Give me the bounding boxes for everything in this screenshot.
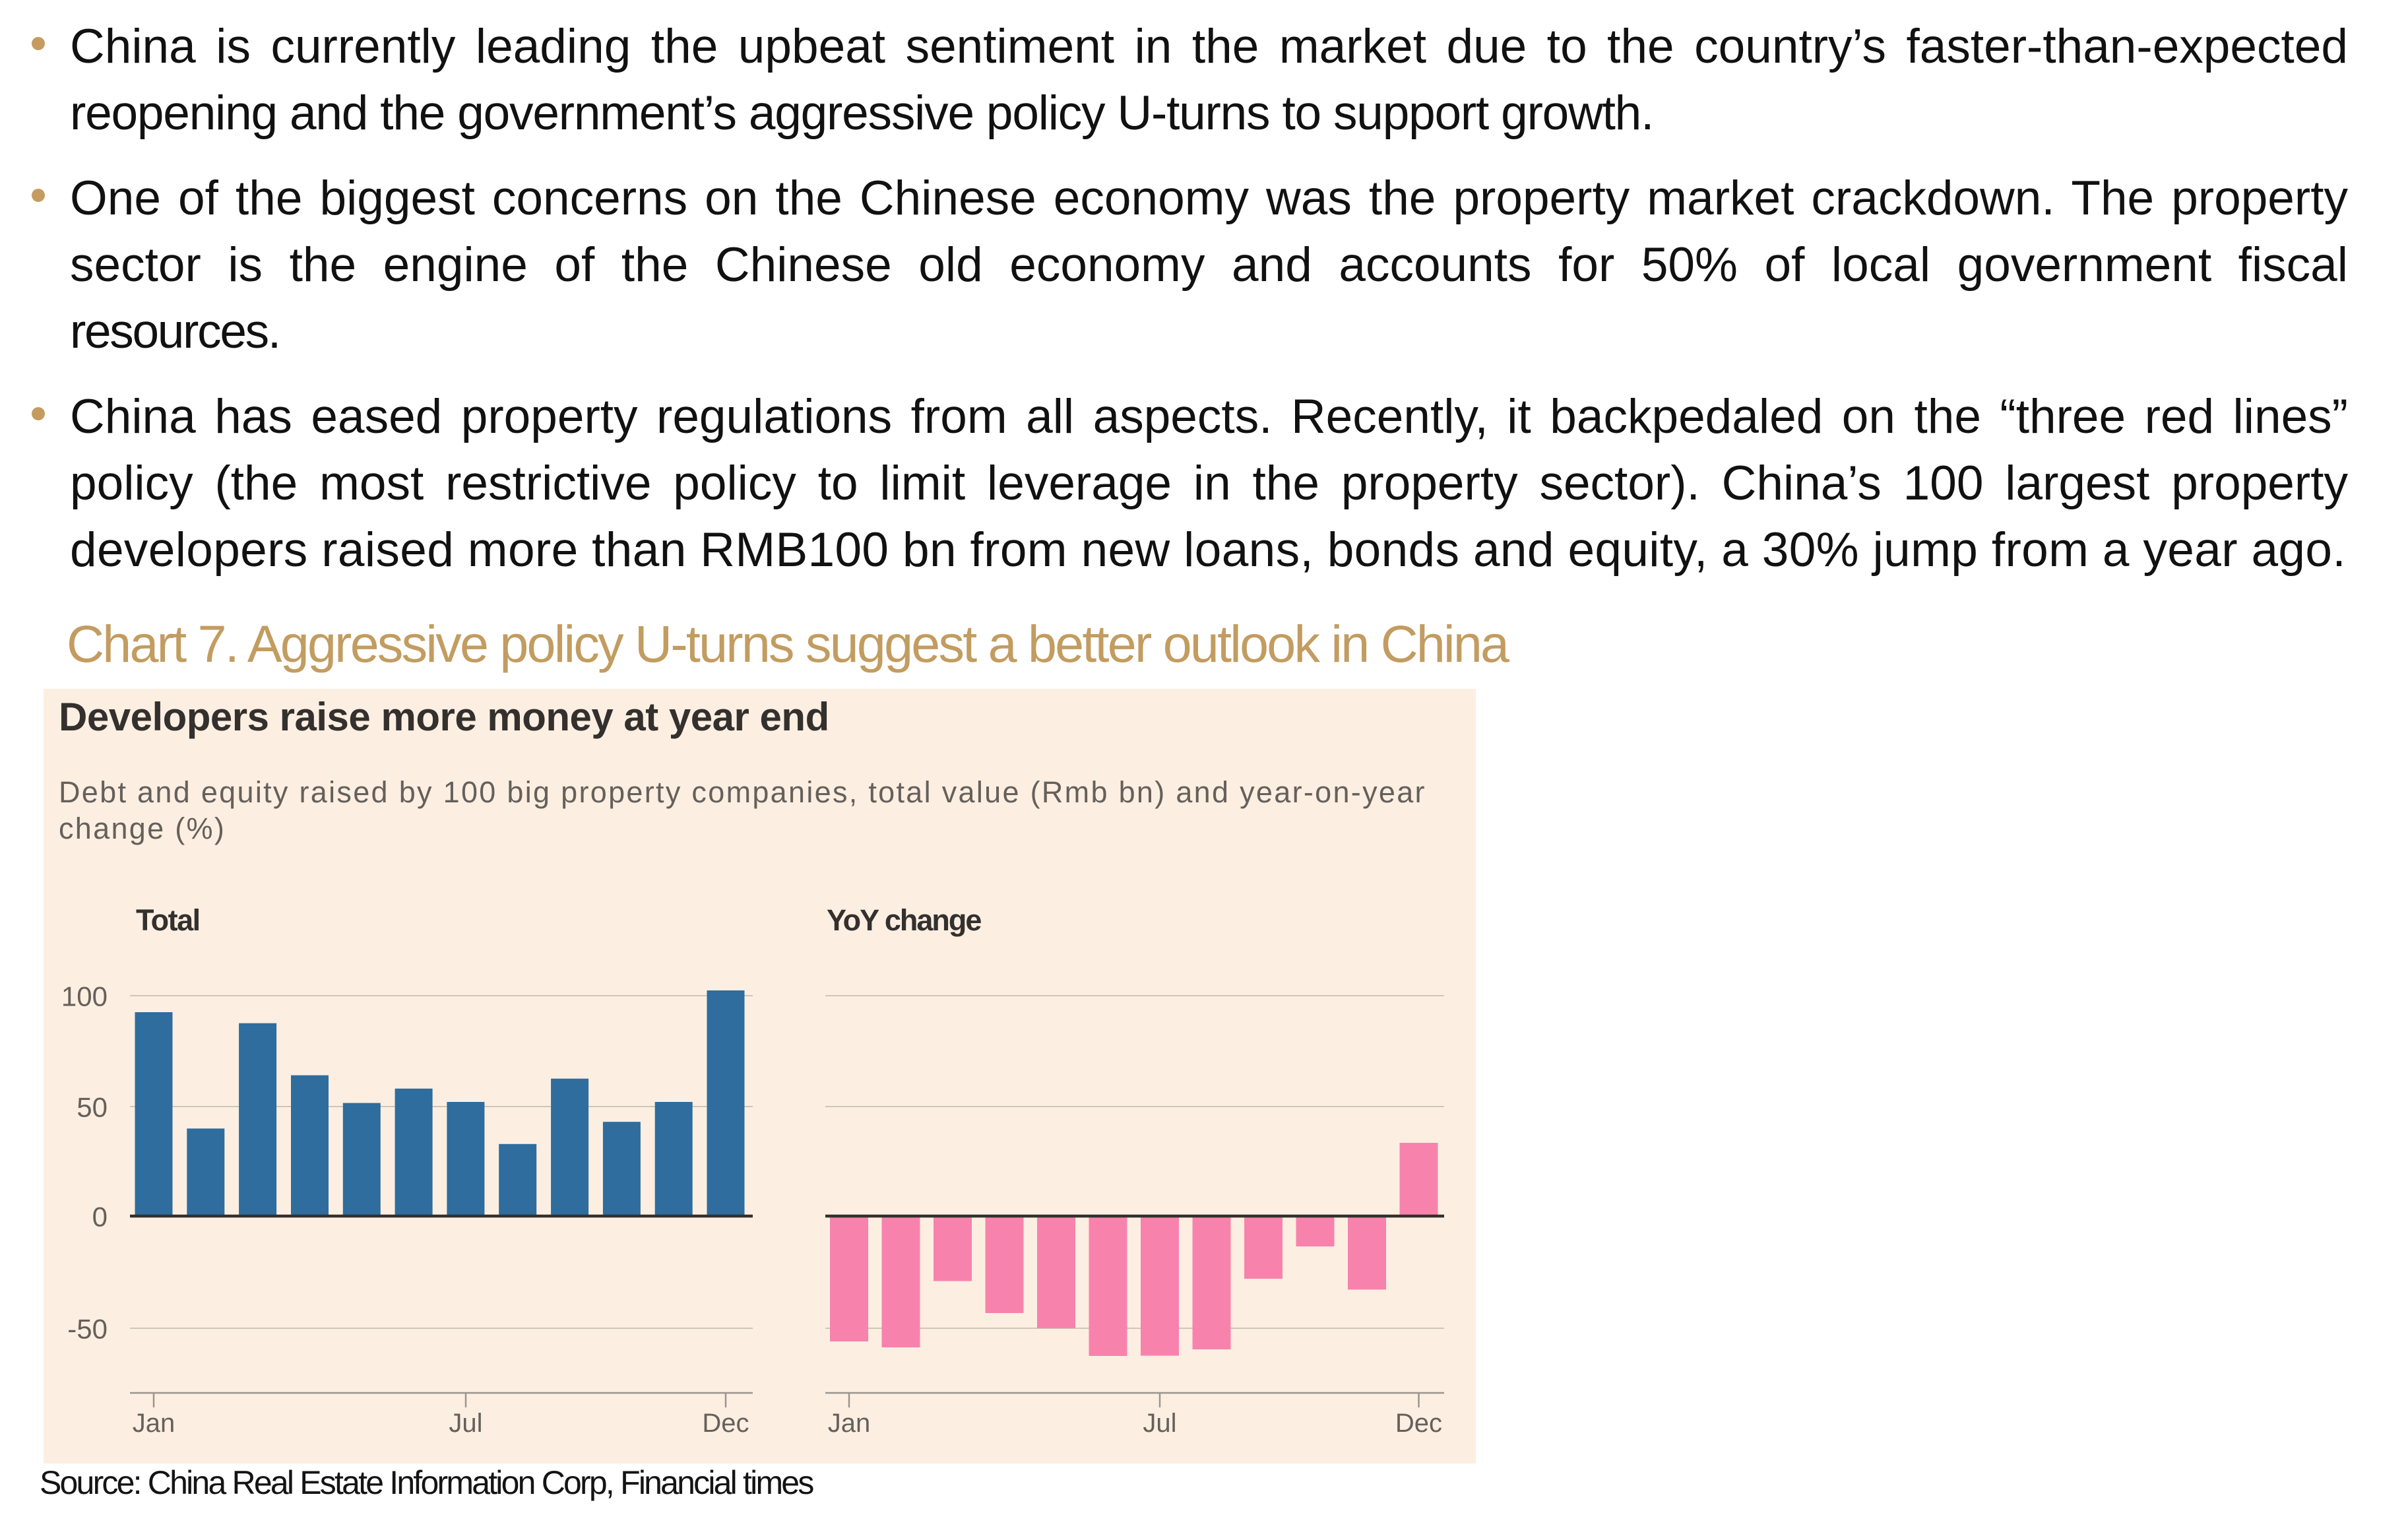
svg-text:Total: Total [136,903,200,937]
svg-text:YoY change: YoY change [827,903,981,937]
svg-text:change (%): change (%) [59,812,226,845]
svg-text:-50: -50 [67,1313,108,1344]
svg-text:50: 50 [77,1091,108,1122]
svg-text:Debt and equity raised by 100: Debt and equity raised by 100 big proper… [59,775,1426,809]
svg-text:Dec: Dec [1395,1409,1442,1438]
svg-text:0: 0 [92,1201,108,1232]
svg-text:Jul: Jul [449,1409,482,1438]
svg-text:Dec: Dec [702,1409,749,1438]
svg-text:Developers raise more money at: Developers raise more money at year end [59,695,829,739]
svg-text:Jan: Jan [828,1409,871,1438]
svg-text:Jan: Jan [133,1409,175,1438]
svg-text:100: 100 [61,981,108,1012]
svg-text:Jul: Jul [1143,1409,1176,1438]
